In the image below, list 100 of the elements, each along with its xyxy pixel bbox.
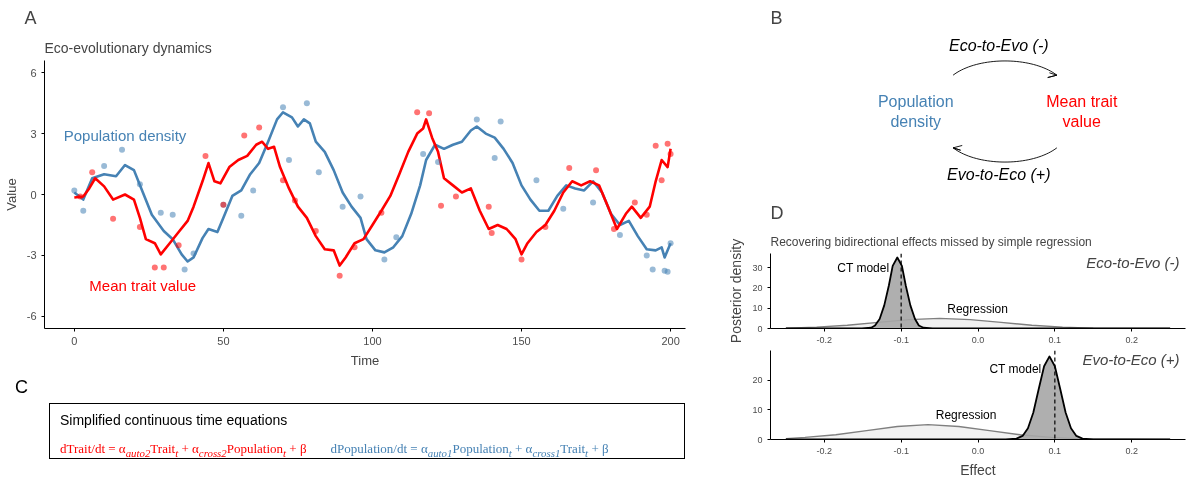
y-tick-label: 20 bbox=[752, 375, 763, 386]
x-tick-label: 0 bbox=[71, 334, 78, 347]
y-tick-label: -3 bbox=[26, 249, 37, 262]
x-tick-label: 0.2 bbox=[1125, 445, 1138, 456]
point bbox=[393, 234, 400, 241]
point bbox=[77, 193, 84, 200]
text: dPopulation/dt = α$_{auto1}$Population$_{t}$ + α$_{cross1}$Trait$_{t}$ + β bbox=[330, 440, 609, 459]
point bbox=[560, 205, 567, 212]
point bbox=[643, 252, 650, 259]
point bbox=[590, 199, 597, 206]
point bbox=[175, 242, 182, 249]
y-axis-title: Value bbox=[3, 178, 19, 211]
x-tick-label: 200 bbox=[661, 334, 680, 347]
text: A bbox=[24, 7, 37, 28]
point bbox=[616, 232, 623, 239]
y-tick-label: 6 bbox=[30, 66, 37, 79]
point bbox=[202, 152, 209, 159]
point bbox=[101, 163, 108, 170]
x-tick-label: -0.1 bbox=[893, 334, 909, 345]
point bbox=[312, 228, 319, 235]
text: Mean trait value bbox=[89, 277, 197, 295]
annotation: Evo-to-Eco (+) bbox=[1082, 350, 1180, 368]
x-axis-title: Effect bbox=[960, 461, 996, 478]
point bbox=[652, 142, 659, 149]
point bbox=[533, 177, 540, 184]
point bbox=[649, 266, 656, 273]
point bbox=[339, 203, 346, 210]
point bbox=[485, 203, 492, 210]
chart-title: Recovering bidirectional effects missed by simple regression bbox=[770, 234, 1092, 249]
point bbox=[89, 169, 96, 176]
point bbox=[136, 223, 143, 230]
point bbox=[378, 209, 385, 216]
x-tick-label: 100 bbox=[363, 334, 382, 347]
text: dTrait/dt = α$_{auto2}$Trait$_{t}$ + α$_{cross2}$Population$_{t}$ + β bbox=[60, 440, 307, 459]
point bbox=[491, 154, 498, 161]
y-tick-label: -6 bbox=[26, 310, 37, 323]
x-tick-label: -0.2 bbox=[816, 334, 833, 345]
y-tick-label: 30 bbox=[752, 262, 763, 273]
x-tick-label: 0.0 bbox=[971, 445, 985, 456]
point bbox=[285, 156, 292, 163]
text: Eco-to-Evo (-) bbox=[948, 36, 1049, 54]
series-label: CT model bbox=[837, 261, 890, 276]
point bbox=[488, 230, 495, 237]
point bbox=[518, 256, 525, 263]
point bbox=[667, 240, 674, 247]
point bbox=[435, 159, 442, 166]
point bbox=[181, 266, 188, 273]
category-label: Mean trait value bbox=[1046, 92, 1118, 131]
series-label: CT model bbox=[989, 361, 1042, 376]
series-label: Regression bbox=[935, 407, 997, 422]
y-tick-label: 10 bbox=[752, 303, 763, 314]
point bbox=[438, 202, 445, 209]
x-tick-label: 0.1 bbox=[1048, 445, 1062, 456]
x-tick-label: 0.1 bbox=[1048, 334, 1062, 345]
point bbox=[136, 181, 143, 188]
y-tick-label: 0 bbox=[757, 434, 763, 445]
point bbox=[631, 199, 638, 206]
text: Simplified continuous time equations bbox=[60, 410, 289, 430]
category-label: Population density bbox=[877, 92, 954, 131]
x-tick-label: 0.0 bbox=[971, 334, 985, 345]
x-tick-label: 50 bbox=[217, 334, 230, 347]
point bbox=[119, 146, 126, 153]
point bbox=[473, 116, 480, 123]
point bbox=[426, 110, 433, 117]
point bbox=[280, 104, 287, 111]
point bbox=[157, 209, 164, 216]
text: Evo-to-Eco (+) bbox=[946, 166, 1051, 184]
x-tick-label: 150 bbox=[512, 334, 531, 347]
point bbox=[256, 124, 263, 131]
point bbox=[303, 100, 310, 107]
point bbox=[238, 212, 245, 219]
y-axis-title: Posterior density bbox=[728, 238, 745, 344]
point bbox=[381, 256, 388, 263]
point bbox=[291, 197, 298, 204]
point bbox=[542, 223, 549, 230]
point bbox=[151, 264, 158, 271]
point bbox=[160, 264, 167, 271]
point bbox=[71, 187, 78, 194]
point bbox=[414, 109, 421, 116]
text: D bbox=[770, 202, 784, 223]
point bbox=[110, 215, 117, 222]
point bbox=[452, 193, 459, 200]
y-tick-label: 10 bbox=[752, 404, 763, 415]
y-tick-label: 0 bbox=[30, 188, 37, 201]
point bbox=[169, 211, 176, 218]
text: B bbox=[770, 7, 783, 28]
point bbox=[643, 211, 650, 218]
text: C bbox=[15, 376, 29, 399]
chart-title: Eco-evolutionary dynamics bbox=[44, 39, 212, 56]
point bbox=[80, 207, 87, 214]
y-tick-label: 20 bbox=[752, 282, 763, 293]
point bbox=[241, 132, 248, 139]
series-label: Population density bbox=[63, 127, 187, 145]
point bbox=[357, 193, 364, 200]
point bbox=[420, 150, 427, 157]
x-tick-label: -0.1 bbox=[893, 445, 909, 456]
point bbox=[315, 169, 322, 176]
y-tick-label: 3 bbox=[30, 127, 37, 140]
y-tick-label: 0 bbox=[757, 323, 763, 334]
x-tick-label: 0.2 bbox=[1125, 334, 1138, 345]
